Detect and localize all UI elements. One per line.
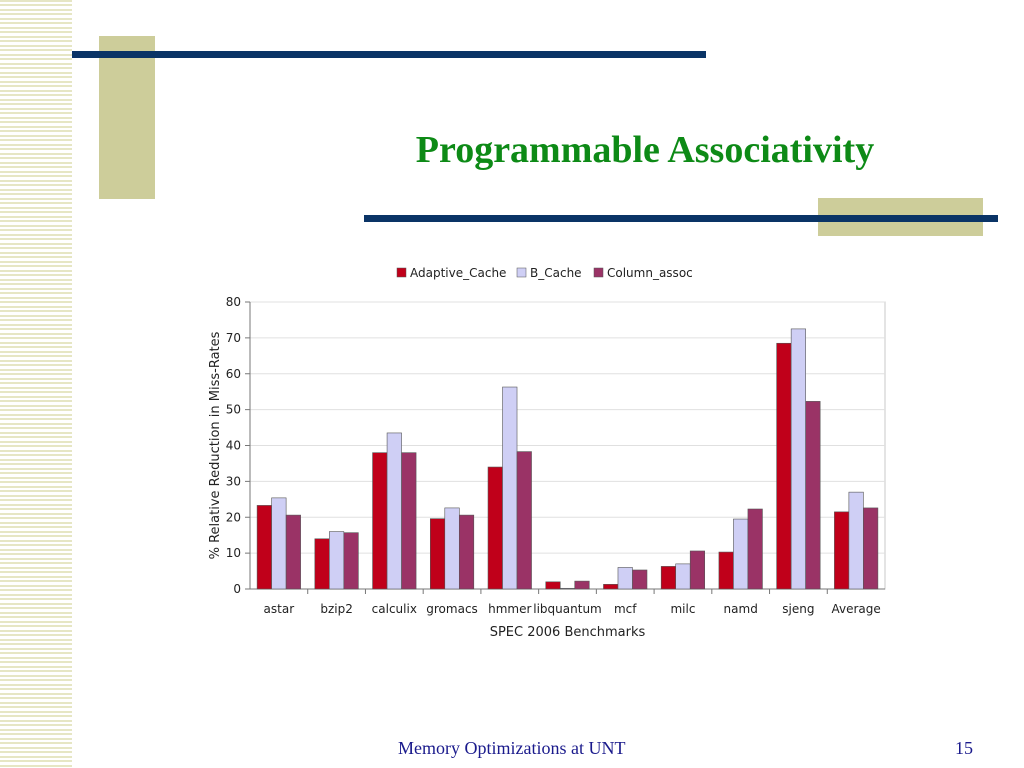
y-tick-label: 0 xyxy=(233,582,241,596)
bar-b-cache xyxy=(502,386,518,590)
bar-b-cache xyxy=(848,491,864,590)
bar-b-cache xyxy=(559,587,576,590)
x-tick-label: astar xyxy=(264,602,295,616)
y-tick-label: 60 xyxy=(226,367,241,381)
y-tick-label: 40 xyxy=(226,439,241,453)
bar-adaptive-cache xyxy=(372,452,388,590)
legend-swatch xyxy=(396,267,407,278)
y-tick-label: 30 xyxy=(226,474,241,488)
bar-column-assoc xyxy=(458,514,475,590)
decorative-tan-block-left xyxy=(99,36,155,199)
bar-column-assoc xyxy=(516,451,532,590)
legend-label: Adaptive_Cache xyxy=(410,266,506,280)
bar-adaptive-cache xyxy=(660,566,677,590)
bar-column-assoc xyxy=(401,452,417,590)
bar-b-cache xyxy=(790,328,806,590)
bar-b-cache xyxy=(444,507,460,590)
x-tick-label: namd xyxy=(724,602,758,616)
bar-b-cache xyxy=(733,518,749,590)
bar-adaptive-cache xyxy=(314,538,330,590)
decorative-navy-bar-top xyxy=(72,51,706,58)
bar-adaptive-cache xyxy=(776,342,792,590)
bar-column-assoc xyxy=(863,507,879,590)
bar-adaptive-cache xyxy=(603,584,619,590)
x-tick-label: sjeng xyxy=(782,602,814,616)
x-tick-label: calculix xyxy=(372,602,417,616)
bar-column-assoc xyxy=(285,514,301,590)
bar-column-assoc xyxy=(343,532,359,590)
y-axis-label: % Relative Reduction in Miss-Rates xyxy=(208,331,223,559)
bar-column-assoc xyxy=(689,550,706,590)
y-tick-label: 80 xyxy=(226,295,241,309)
decorative-stripes xyxy=(0,0,72,768)
legend-swatch xyxy=(593,267,604,278)
bar-column-assoc xyxy=(632,569,648,590)
x-tick-label: Average xyxy=(831,602,880,616)
y-tick-label: 10 xyxy=(226,546,241,560)
bar-adaptive-cache xyxy=(256,505,272,590)
bar-b-cache xyxy=(386,432,402,590)
decorative-navy-bar-bottom xyxy=(364,215,998,222)
bar-b-cache xyxy=(617,567,633,590)
page-number: 15 xyxy=(955,738,973,758)
x-axis-label: SPEC 2006 Benchmarks xyxy=(490,625,646,640)
bar-adaptive-cache xyxy=(834,511,850,590)
x-tick-label: gromacs xyxy=(426,602,478,616)
bar-column-assoc xyxy=(805,401,821,590)
bar-b-cache xyxy=(329,531,345,590)
x-tick-label: hmmer xyxy=(488,602,531,616)
y-tick-label: 70 xyxy=(226,331,241,345)
bar-b-cache xyxy=(271,497,287,590)
footer-text: Memory Optimizations at UNT xyxy=(398,738,626,758)
x-tick-label: mcf xyxy=(614,602,637,616)
x-tick-label: milc xyxy=(670,602,695,616)
slide-title: Programmable Associativity xyxy=(415,129,875,171)
legend-label: Column_assoc xyxy=(607,266,693,280)
x-tick-label: bzip2 xyxy=(320,602,353,616)
y-tick-label: 20 xyxy=(226,510,241,524)
bar-column-assoc xyxy=(574,580,590,590)
y-tick-label: 50 xyxy=(226,403,241,417)
x-tick-label: libquantum xyxy=(533,602,601,616)
bar-column-assoc xyxy=(747,508,763,590)
bar-b-cache xyxy=(675,563,691,590)
bar-adaptive-cache xyxy=(545,581,561,590)
bar-adaptive-cache xyxy=(487,466,503,590)
bar-adaptive-cache xyxy=(718,551,734,590)
legend-label: B_Cache xyxy=(530,266,582,280)
legend-swatch xyxy=(516,267,527,278)
bar-adaptive-cache xyxy=(429,518,446,590)
